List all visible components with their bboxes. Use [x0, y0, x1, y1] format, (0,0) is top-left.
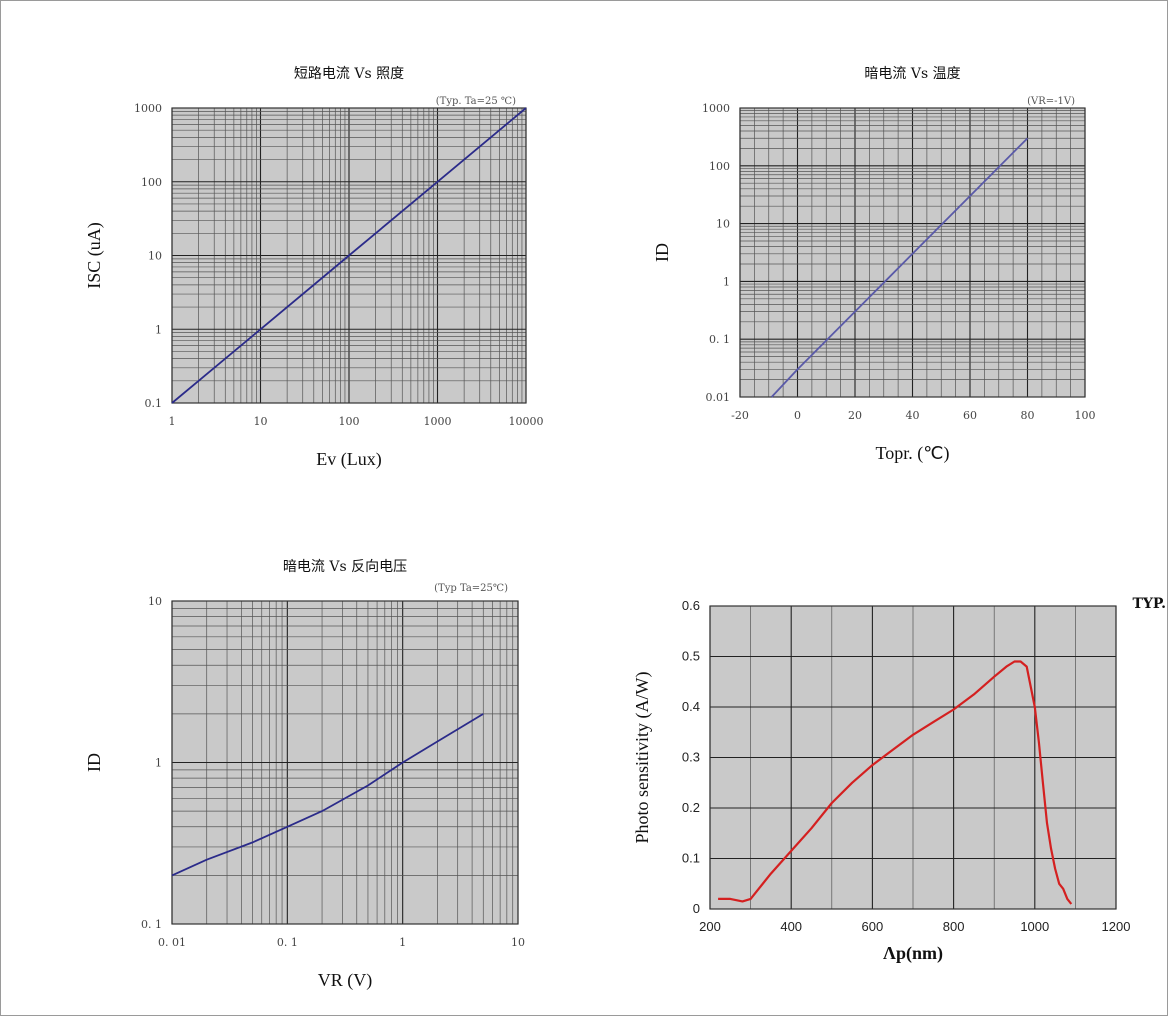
x-tick-label: 1 — [399, 936, 406, 949]
y-tick-label: 10 — [148, 250, 162, 263]
x-tick-label: 10 — [511, 936, 525, 949]
y-tick-label: 10 — [716, 218, 730, 231]
series-line — [770, 137, 1029, 398]
y-tick-label: 1 — [155, 757, 162, 770]
grid — [171, 600, 519, 925]
x-tick-label: 0. 01 — [158, 936, 186, 949]
x-tick-label: 60 — [963, 409, 977, 422]
x-tick-label: 1 — [169, 415, 176, 428]
x-tick-label: 80 — [1021, 409, 1035, 422]
y-tick-label: 0. 1 — [709, 333, 730, 346]
chart-note: (VR=-1V) — [1027, 96, 1075, 107]
x-tick-label: 1000 — [424, 415, 452, 428]
x-tick-label: 0 — [794, 409, 801, 422]
x-tick-label: 0. 1 — [277, 936, 298, 949]
series-line — [171, 107, 527, 404]
y-axis-label: ISC (uA) — [84, 222, 105, 289]
x-tick-label: 10 — [254, 415, 268, 428]
y-tick-label: 0.4 — [682, 699, 700, 714]
y-axis-label: ID — [84, 753, 104, 772]
x-tick-label: 400 — [780, 919, 802, 934]
chart-title: 暗电流 Vs 温度 — [864, 66, 960, 82]
y-axis-label: Photo sensitivity (A/W) — [632, 672, 653, 844]
x-axis-label: Λp(nm) — [883, 943, 943, 964]
series-line — [718, 660, 1073, 905]
y-tick-label: 0.6 — [682, 598, 700, 613]
chart-3: 0. 01 0. 1 1 10 0. 1 1 10 暗电流 Vs 反向电压 (Typ Ta=25… — [84, 559, 525, 991]
x-tick-label: 20 — [848, 409, 862, 422]
plot-frame — [171, 600, 519, 925]
x-tick-label: 800 — [943, 919, 965, 934]
x-tick-label: 1000 — [1020, 919, 1049, 934]
x-axis-label: VR (V) — [318, 970, 373, 991]
chart-1: 1 10 100 1000 10000 0.1 1 10 100 1000 短路电流 Vs 照度 (T… — [84, 66, 544, 470]
y-tick-label: 0 — [693, 901, 700, 916]
y-tick-label: 1000 — [702, 102, 730, 115]
x-tick-label: -20 — [731, 409, 749, 422]
chart-2: -20 0 20 40 60 80 100 0.01 0. 1 1 10 100 1000 暗电流 Vs … — [652, 66, 1096, 464]
y-tick-label: 1000 — [134, 102, 162, 115]
chart-note: TYP. — [1133, 596, 1167, 612]
y-tick-label: 0.3 — [682, 750, 700, 765]
y-tick-label: 1 — [155, 323, 162, 336]
plot-frame — [171, 107, 527, 404]
plot-frame — [739, 107, 1086, 398]
chart-title: 短路电流 Vs 照度 — [294, 66, 404, 82]
x-tick-label: 200 — [699, 919, 721, 934]
y-tick-label: 0.01 — [706, 391, 731, 404]
x-tick-label: 600 — [862, 919, 884, 934]
y-tick-label: 0.1 — [682, 851, 700, 866]
y-axis-label: ID — [652, 243, 672, 262]
x-axis-label: Ev (Lux) — [316, 449, 381, 470]
series-line — [171, 713, 484, 877]
chart-note: (Typ Ta=25℃) — [434, 583, 508, 594]
x-tick-label: 100 — [339, 415, 360, 428]
chart-4: 200 400 600 800 1000 1200 0 0.1 0.2 0.3 0.4 0.5 0.6 T… — [632, 596, 1166, 964]
x-tick-label: 100 — [1075, 409, 1096, 422]
x-tick-label: 10000 — [509, 415, 544, 428]
y-tick-label: 1 — [723, 275, 730, 288]
y-tick-label: 100 — [141, 176, 162, 189]
x-tick-label: 1200 — [1102, 919, 1131, 934]
chart-title: 暗电流 Vs 反向电压 — [283, 559, 407, 575]
y-tick-label: 0.1 — [145, 397, 163, 410]
plot-frame — [709, 605, 1117, 910]
x-axis-label: Topr. (℃) — [876, 443, 950, 464]
grid — [739, 107, 1086, 398]
y-tick-label: 0.5 — [682, 649, 700, 664]
chart-note: (Typ. Ta=25 ℃) — [436, 96, 516, 107]
y-tick-label: 0.2 — [682, 800, 700, 815]
y-tick-label: 0. 1 — [141, 918, 162, 931]
y-tick-label: 100 — [709, 160, 730, 173]
y-tick-label: 10 — [148, 595, 162, 608]
x-tick-label: 40 — [906, 409, 920, 422]
